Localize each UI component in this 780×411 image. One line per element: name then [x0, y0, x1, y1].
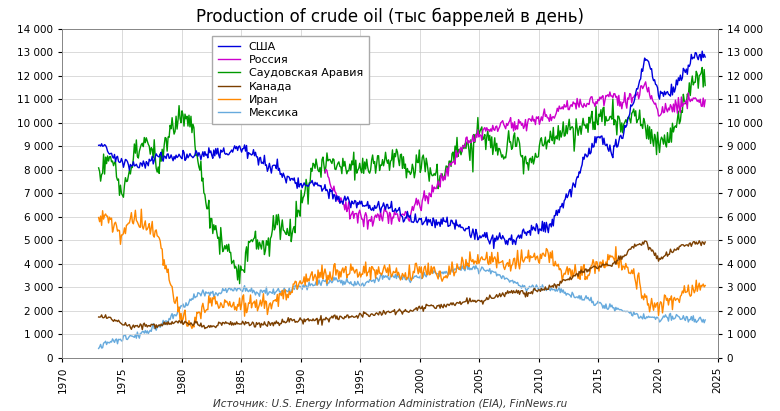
Канада	[312, 316, 321, 321]
Канада	[697, 239, 707, 244]
Канада	[137, 327, 147, 332]
Line: Канада: Канада	[98, 241, 705, 330]
Канада	[694, 238, 704, 243]
Россия	[700, 98, 710, 103]
США	[679, 67, 689, 72]
Саудовская Аравия	[324, 157, 334, 162]
Канада	[657, 254, 666, 259]
Россия	[345, 217, 354, 222]
Саудовская Аравия	[700, 83, 710, 88]
Мексика	[317, 279, 327, 284]
Title: Production of crude oil (тыс баррелей в день): Production of crude oil (тыс баррелей в …	[196, 7, 584, 26]
США	[317, 189, 327, 194]
США	[657, 91, 666, 96]
Line: Саудовская Аравия: Саудовская Аравия	[98, 67, 705, 284]
Саудовская Аравия	[679, 99, 689, 104]
Text: Источник: U.S. Energy Information Administration (EIA), FinNews.ru: Источник: U.S. Energy Information Admini…	[213, 399, 567, 409]
Мексика	[311, 279, 321, 284]
Иран	[658, 310, 667, 315]
Иран	[136, 207, 146, 212]
Саудовская Аравия	[235, 281, 244, 286]
Саудовская Аравия	[318, 155, 328, 159]
Россия	[517, 123, 526, 128]
Иран	[94, 215, 103, 220]
Саудовская Аравия	[657, 135, 666, 140]
Мексика	[94, 346, 103, 351]
Россия	[321, 171, 330, 175]
Line: Россия: Россия	[325, 82, 705, 229]
Канада	[94, 314, 103, 319]
Канада	[700, 240, 710, 245]
Россия	[363, 226, 372, 231]
США	[489, 246, 498, 251]
Legend: США, Россия, Саудовская Аравия, Канада, Иран, Мексика: США, Россия, Саудовская Аравия, Канада, …	[212, 36, 369, 124]
Мексика	[463, 260, 472, 265]
Иран	[700, 283, 710, 288]
Мексика	[323, 281, 332, 286]
Россия	[592, 101, 601, 106]
США	[323, 190, 332, 195]
США	[697, 49, 707, 54]
Иран	[681, 290, 690, 295]
Line: США: США	[98, 51, 705, 248]
Мексика	[679, 316, 689, 321]
США	[700, 55, 710, 60]
Иран	[187, 326, 197, 331]
Мексика	[697, 317, 706, 322]
Саудовская Аравия	[697, 65, 707, 70]
Иран	[325, 269, 335, 274]
Россия	[650, 102, 659, 106]
Россия	[333, 198, 342, 203]
Саудовская Аравия	[312, 163, 321, 168]
Мексика	[700, 317, 710, 322]
Канада	[318, 317, 328, 322]
Иран	[697, 284, 707, 289]
США	[311, 182, 321, 187]
США	[697, 58, 706, 63]
Иран	[314, 268, 323, 272]
США	[94, 143, 103, 148]
Line: Иран: Иран	[98, 209, 705, 328]
Саудовская Аравия	[94, 165, 103, 170]
Канада	[679, 244, 689, 249]
Иран	[319, 271, 328, 276]
Россия	[641, 79, 651, 84]
Саудовская Аравия	[697, 70, 706, 75]
Канада	[324, 319, 334, 324]
Россия	[700, 104, 709, 109]
Мексика	[657, 317, 666, 322]
Line: Мексика: Мексика	[98, 262, 705, 349]
